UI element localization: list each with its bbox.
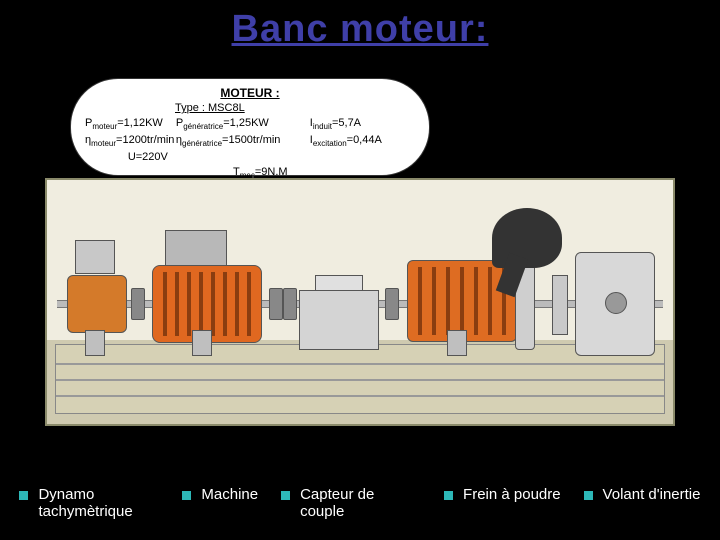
coupler-2 — [269, 288, 283, 320]
dynamo-body — [67, 275, 127, 333]
baseplate — [55, 344, 665, 414]
bullet-icon — [19, 491, 28, 500]
moteur-col1: Pmoteur=1,12KW ηmoteur=1200tr/min U=220V — [85, 116, 176, 165]
dynamo-support — [85, 330, 105, 356]
label-dynamo: Dynamo tachymètrique — [19, 486, 159, 520]
moteur-specs-box: MOTEUR : Type : MSC8L Pmoteur=1,12KW ηmo… — [70, 78, 430, 176]
coupler-2b — [283, 288, 297, 320]
label-volant: Volant d'inertie — [584, 486, 701, 503]
moteur-col2: Pgénératrice=1,25KW ηgénératrice=1500tr/… — [176, 116, 310, 165]
label-capteur: Capteur de couple — [281, 486, 421, 520]
frein-support — [447, 330, 467, 356]
bullet-icon — [444, 491, 453, 500]
volant-hub — [605, 292, 627, 314]
machine-terminal-box — [165, 230, 227, 268]
label-frein: Frein à poudre — [444, 486, 561, 503]
dynamo-box — [75, 240, 115, 274]
banc-diagram — [45, 178, 675, 426]
coupler-1 — [131, 288, 145, 320]
torque-sensor-body — [299, 290, 379, 350]
page-title: Banc moteur: — [0, 0, 720, 51]
bullet-icon — [281, 491, 290, 500]
moteur-col3: Iinduit=5,7A Iexcitation=0,44A — [310, 116, 415, 165]
volant-support — [552, 275, 568, 335]
moteur-header: MOTEUR : — [85, 85, 415, 101]
labels-row: Dynamo tachymètrique Machine Capteur de … — [0, 486, 720, 520]
moteur-type: Type : MSC8L — [175, 101, 415, 116]
machine-support — [192, 330, 212, 356]
bullet-icon — [182, 491, 191, 500]
label-machine: Machine — [182, 486, 258, 503]
coupler-3 — [385, 288, 399, 320]
bullet-icon — [584, 491, 593, 500]
